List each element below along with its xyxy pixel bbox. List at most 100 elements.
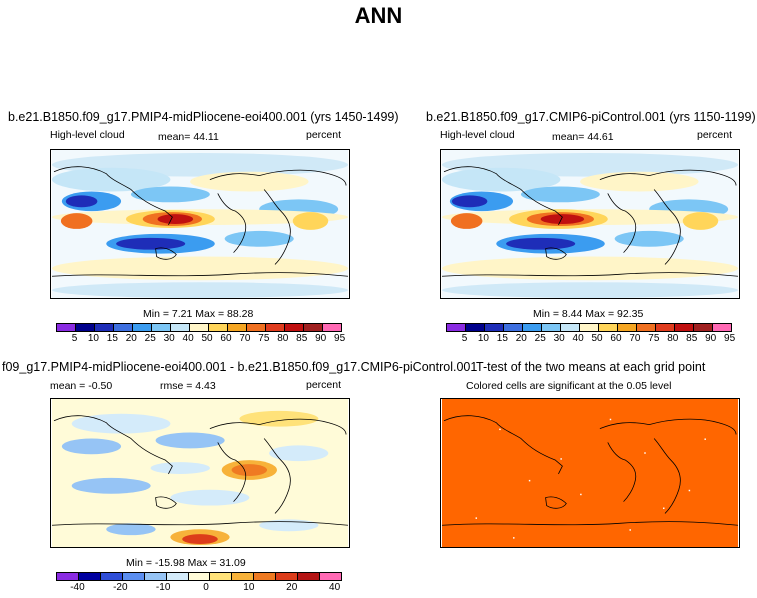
- panel4-nonsignificant-cells: [475, 418, 706, 539]
- p1-cb-tick: 75: [258, 333, 270, 344]
- p1-cb-6: [171, 324, 190, 331]
- panel3-map: [50, 398, 350, 548]
- p1-cb-11: [266, 324, 285, 331]
- p2-cb-2: [485, 324, 504, 331]
- p2-cb-tick: 30: [553, 333, 565, 344]
- panel2-title: b.e21.B1850.f09_g17.CMIP6-piControl.001 …: [426, 110, 756, 124]
- p3-cb-8: [232, 573, 255, 580]
- p1-cb-tick: 40: [182, 333, 194, 344]
- p1-cb-10: [247, 324, 266, 331]
- p1-cb-2: [95, 324, 114, 331]
- panel1-title: b.e21.B1850.f09_g17.PMIP4-midPliocene-eo…: [8, 110, 399, 124]
- panel2-coastlines: [441, 166, 739, 277]
- p1-cb-tick: 20: [125, 333, 137, 344]
- p3-cb-12: [320, 573, 341, 580]
- p3-cb-tick: 20: [286, 582, 298, 593]
- panel1-minmax: Min = 7.21 Max = 88.28: [143, 308, 254, 320]
- p2-cb-tick: 90: [705, 333, 717, 344]
- p1-cb-tick: 15: [106, 333, 118, 344]
- p2-cb-tick: 75: [648, 333, 660, 344]
- panel3-colorbar-labels: -40 -20 -10 0 10 20 40: [56, 582, 356, 593]
- panel3-units: percent: [306, 379, 342, 391]
- p1-cb-tick: 90: [315, 333, 327, 344]
- p3-cb-3: [122, 573, 145, 580]
- p3-cb-0: [57, 573, 79, 580]
- panel1-colorbar-labels: 5 10 15 20 25 30 40 50 60 70 75 80 85 90…: [65, 333, 349, 344]
- panel3-minmax: Min = -15.98 Max = 31.09: [126, 557, 246, 569]
- p2-cb-3: [504, 324, 523, 331]
- panel1-variable-label: High-level cloud: [50, 129, 125, 141]
- p1-cb-14: [323, 324, 341, 331]
- p2-cb-13: [694, 324, 713, 331]
- p1-cb-9: [228, 324, 247, 331]
- p3-cb-4: [144, 573, 167, 580]
- p1-cb-tick: 95: [334, 333, 346, 344]
- panel2-map-svg: [441, 150, 739, 298]
- p2-cb-6: [561, 324, 580, 331]
- p2-cb-tick: 80: [667, 333, 679, 344]
- p2-cb-tick: 25: [534, 333, 546, 344]
- p1-cb-tick: 60: [220, 333, 232, 344]
- panel2-colorbar-labels: 5 10 15 20 25 30 40 50 60 70 75 80 85 90…: [455, 333, 739, 344]
- p2-cb-5: [542, 324, 561, 331]
- panel1-mean: mean= 44.11: [158, 131, 219, 143]
- p2-cb-tick: 85: [686, 333, 698, 344]
- p1-cb-3: [114, 324, 133, 331]
- panel2-contours: [442, 152, 738, 298]
- p2-cb-tick: 40: [572, 333, 584, 344]
- panel3-colorbar: [56, 572, 342, 581]
- p2-cb-10: [637, 324, 656, 331]
- p2-cb-tick: 20: [515, 333, 527, 344]
- p3-cb-tick: -20: [113, 582, 128, 593]
- p2-cb-tick: 70: [629, 333, 641, 344]
- p1-cb-13: [304, 324, 323, 331]
- panel4-title: T-test of the two means at each grid poi…: [476, 360, 706, 374]
- p3-cb-1: [78, 573, 101, 580]
- panel4-map: [440, 398, 740, 548]
- p1-cb-tick: 30: [163, 333, 175, 344]
- p2-cb-1: [466, 324, 485, 331]
- p2-cb-tick: 60: [610, 333, 622, 344]
- main-title: ANN: [354, 3, 403, 28]
- p2-cb-tick: 5: [461, 333, 468, 344]
- p2-cb-11: [656, 324, 675, 331]
- panel2-mean: mean= 44.61: [552, 131, 614, 143]
- p1-cb-8: [209, 324, 228, 331]
- panel1-coastlines: [51, 166, 349, 277]
- panel2-minmax: Min = 8.44 Max = 92.35: [533, 308, 644, 320]
- panel4-subtitle: Colored cells are significant at the 0.0…: [466, 380, 672, 392]
- p1-cb-tick: 85: [296, 333, 308, 344]
- panel3-contours: [61, 410, 329, 546]
- panel3-coastlines: [51, 415, 349, 526]
- p3-cb-tick: -40: [70, 582, 85, 593]
- panel1-colorbar: [56, 323, 342, 332]
- p1-cb-7: [190, 324, 209, 331]
- p1-cb-0: [57, 324, 76, 331]
- panel3-map-svg: [51, 399, 349, 547]
- p1-cb-tick: 70: [239, 333, 251, 344]
- panel1-map: [50, 149, 350, 299]
- p1-cb-tick: 80: [277, 333, 289, 344]
- p3-cb-2: [100, 573, 123, 580]
- p1-cb-tick: 5: [71, 333, 78, 344]
- p2-cb-14: [713, 324, 731, 331]
- p1-cb-tick: 10: [87, 333, 99, 344]
- panel4-coastlines: [441, 415, 739, 526]
- p2-cb-8: [599, 324, 618, 331]
- p1-cb-1: [76, 324, 95, 331]
- panel1-map-svg: [51, 150, 349, 298]
- p2-cb-7: [580, 324, 599, 331]
- p3-cb-11: [298, 573, 321, 580]
- panel2-colorbar: [446, 323, 732, 332]
- panel1-contours: [52, 152, 348, 298]
- panel3-title: f09_g17.PMIP4-midPliocene-eoi400.001 - b…: [2, 360, 478, 374]
- p3-cb-tick: -10: [155, 582, 171, 593]
- p2-cb-tick: 15: [496, 333, 508, 344]
- p2-cb-tick: 95: [724, 333, 736, 344]
- p3-cb-9: [254, 573, 277, 580]
- p1-cb-tick: 50: [201, 333, 213, 344]
- p1-cb-12: [285, 324, 304, 331]
- panel2-map: [440, 149, 740, 299]
- panel2-units: percent: [697, 129, 733, 141]
- p3-cb-7: [210, 573, 233, 580]
